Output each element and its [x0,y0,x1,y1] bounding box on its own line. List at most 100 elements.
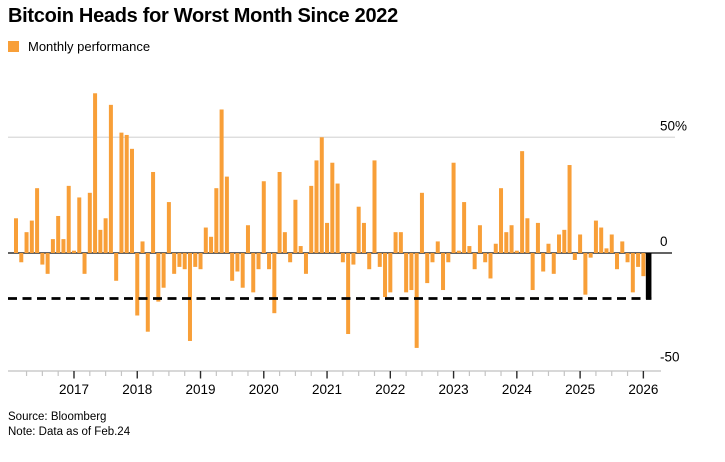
bar-month [114,253,119,281]
legend-label: Monthly performance [28,39,151,54]
bar-month [499,188,504,253]
bar-month [567,165,572,253]
note-line: Note: Data as of Feb.24 [8,426,131,438]
bar-month [50,239,55,253]
y-axis-label: 50% [660,118,687,133]
bar-month [19,253,24,263]
bar-month [456,250,461,253]
bar-month [272,253,277,314]
bar-month [235,253,240,272]
bar-month [340,253,345,263]
bar-month [641,253,646,277]
bar-month [256,253,261,270]
bar-month [140,241,145,253]
bar-month [61,239,66,253]
bar-month [609,234,614,253]
bar-month [356,206,361,253]
x-axis-year-label: 2025 [565,382,595,397]
bar-month [56,215,61,253]
bar-month [435,241,440,253]
bar-month [493,243,498,253]
bar-month [319,137,324,253]
bar-month [588,253,593,258]
bar-month [261,181,266,253]
bar-month [77,197,82,253]
x-axis-year-label: 2019 [185,382,215,397]
bar-month [103,218,108,253]
bar-month [541,253,546,272]
bar-month [303,253,308,274]
bar-month [151,171,156,253]
bar-month [398,232,403,253]
bar-month [182,253,187,270]
bar-month [409,253,414,291]
bar-month [388,253,393,293]
bar-month [108,104,113,253]
bar-month [198,253,203,270]
bar-month [288,253,293,263]
bar-month [87,192,92,253]
bar-month [251,253,256,293]
bar-month [599,227,604,253]
bar-month [98,229,103,253]
chart-title: Bitcoin Heads for Worst Month Since 2022 [8,5,398,27]
bar-month [161,253,166,288]
bar-month [525,218,530,253]
bar-month [298,246,303,253]
bar-month [214,188,219,253]
x-axis-year-label: 2017 [59,382,89,397]
bar-month [40,253,45,265]
bar-month [325,222,330,253]
bar-current-month [645,253,652,300]
bar-month [620,241,625,253]
bar-month [172,253,177,274]
bar-month [187,253,192,341]
bar-month [35,188,40,253]
bar-month [530,253,535,291]
bar-month [14,218,18,253]
bar-month [193,253,198,267]
bar-month [124,134,129,253]
bar-month [267,253,272,270]
bar-month [514,250,519,253]
bar-month [282,232,287,253]
bar-month [593,220,598,253]
bar-month [578,234,583,253]
x-axis-year-label: 2021 [312,382,342,397]
bar-month [367,253,372,270]
bar-month [361,222,366,253]
bar-month [224,176,229,253]
bar-month [71,250,76,253]
bar-month [446,253,451,263]
bar-month [383,253,388,297]
bar-month [66,185,71,253]
legend-swatch-icon [8,41,19,52]
bar-month [425,253,430,284]
x-axis-year-label: 2026 [628,382,658,397]
bar-month [145,253,150,332]
bar-month [430,253,435,263]
bar-month [209,236,214,253]
y-axis-label: 0 [660,234,668,249]
x-axis-year-label: 2023 [439,382,469,397]
bar-month [129,148,134,253]
bar-month [419,192,424,253]
bar-month [615,253,620,270]
bar-month [177,253,182,267]
bar-month [245,225,250,253]
bar-month [393,232,398,253]
bar-month [135,253,140,316]
bar-month [29,220,34,253]
bar-month [293,199,298,253]
bar-month [330,162,335,253]
bar-month [509,225,514,253]
bar-month [562,229,567,253]
bar-month [625,253,630,263]
bar-month [314,160,319,253]
bar-month [636,253,641,267]
bar-month [404,253,409,293]
bar-month [377,253,382,267]
bar-month [583,253,588,295]
